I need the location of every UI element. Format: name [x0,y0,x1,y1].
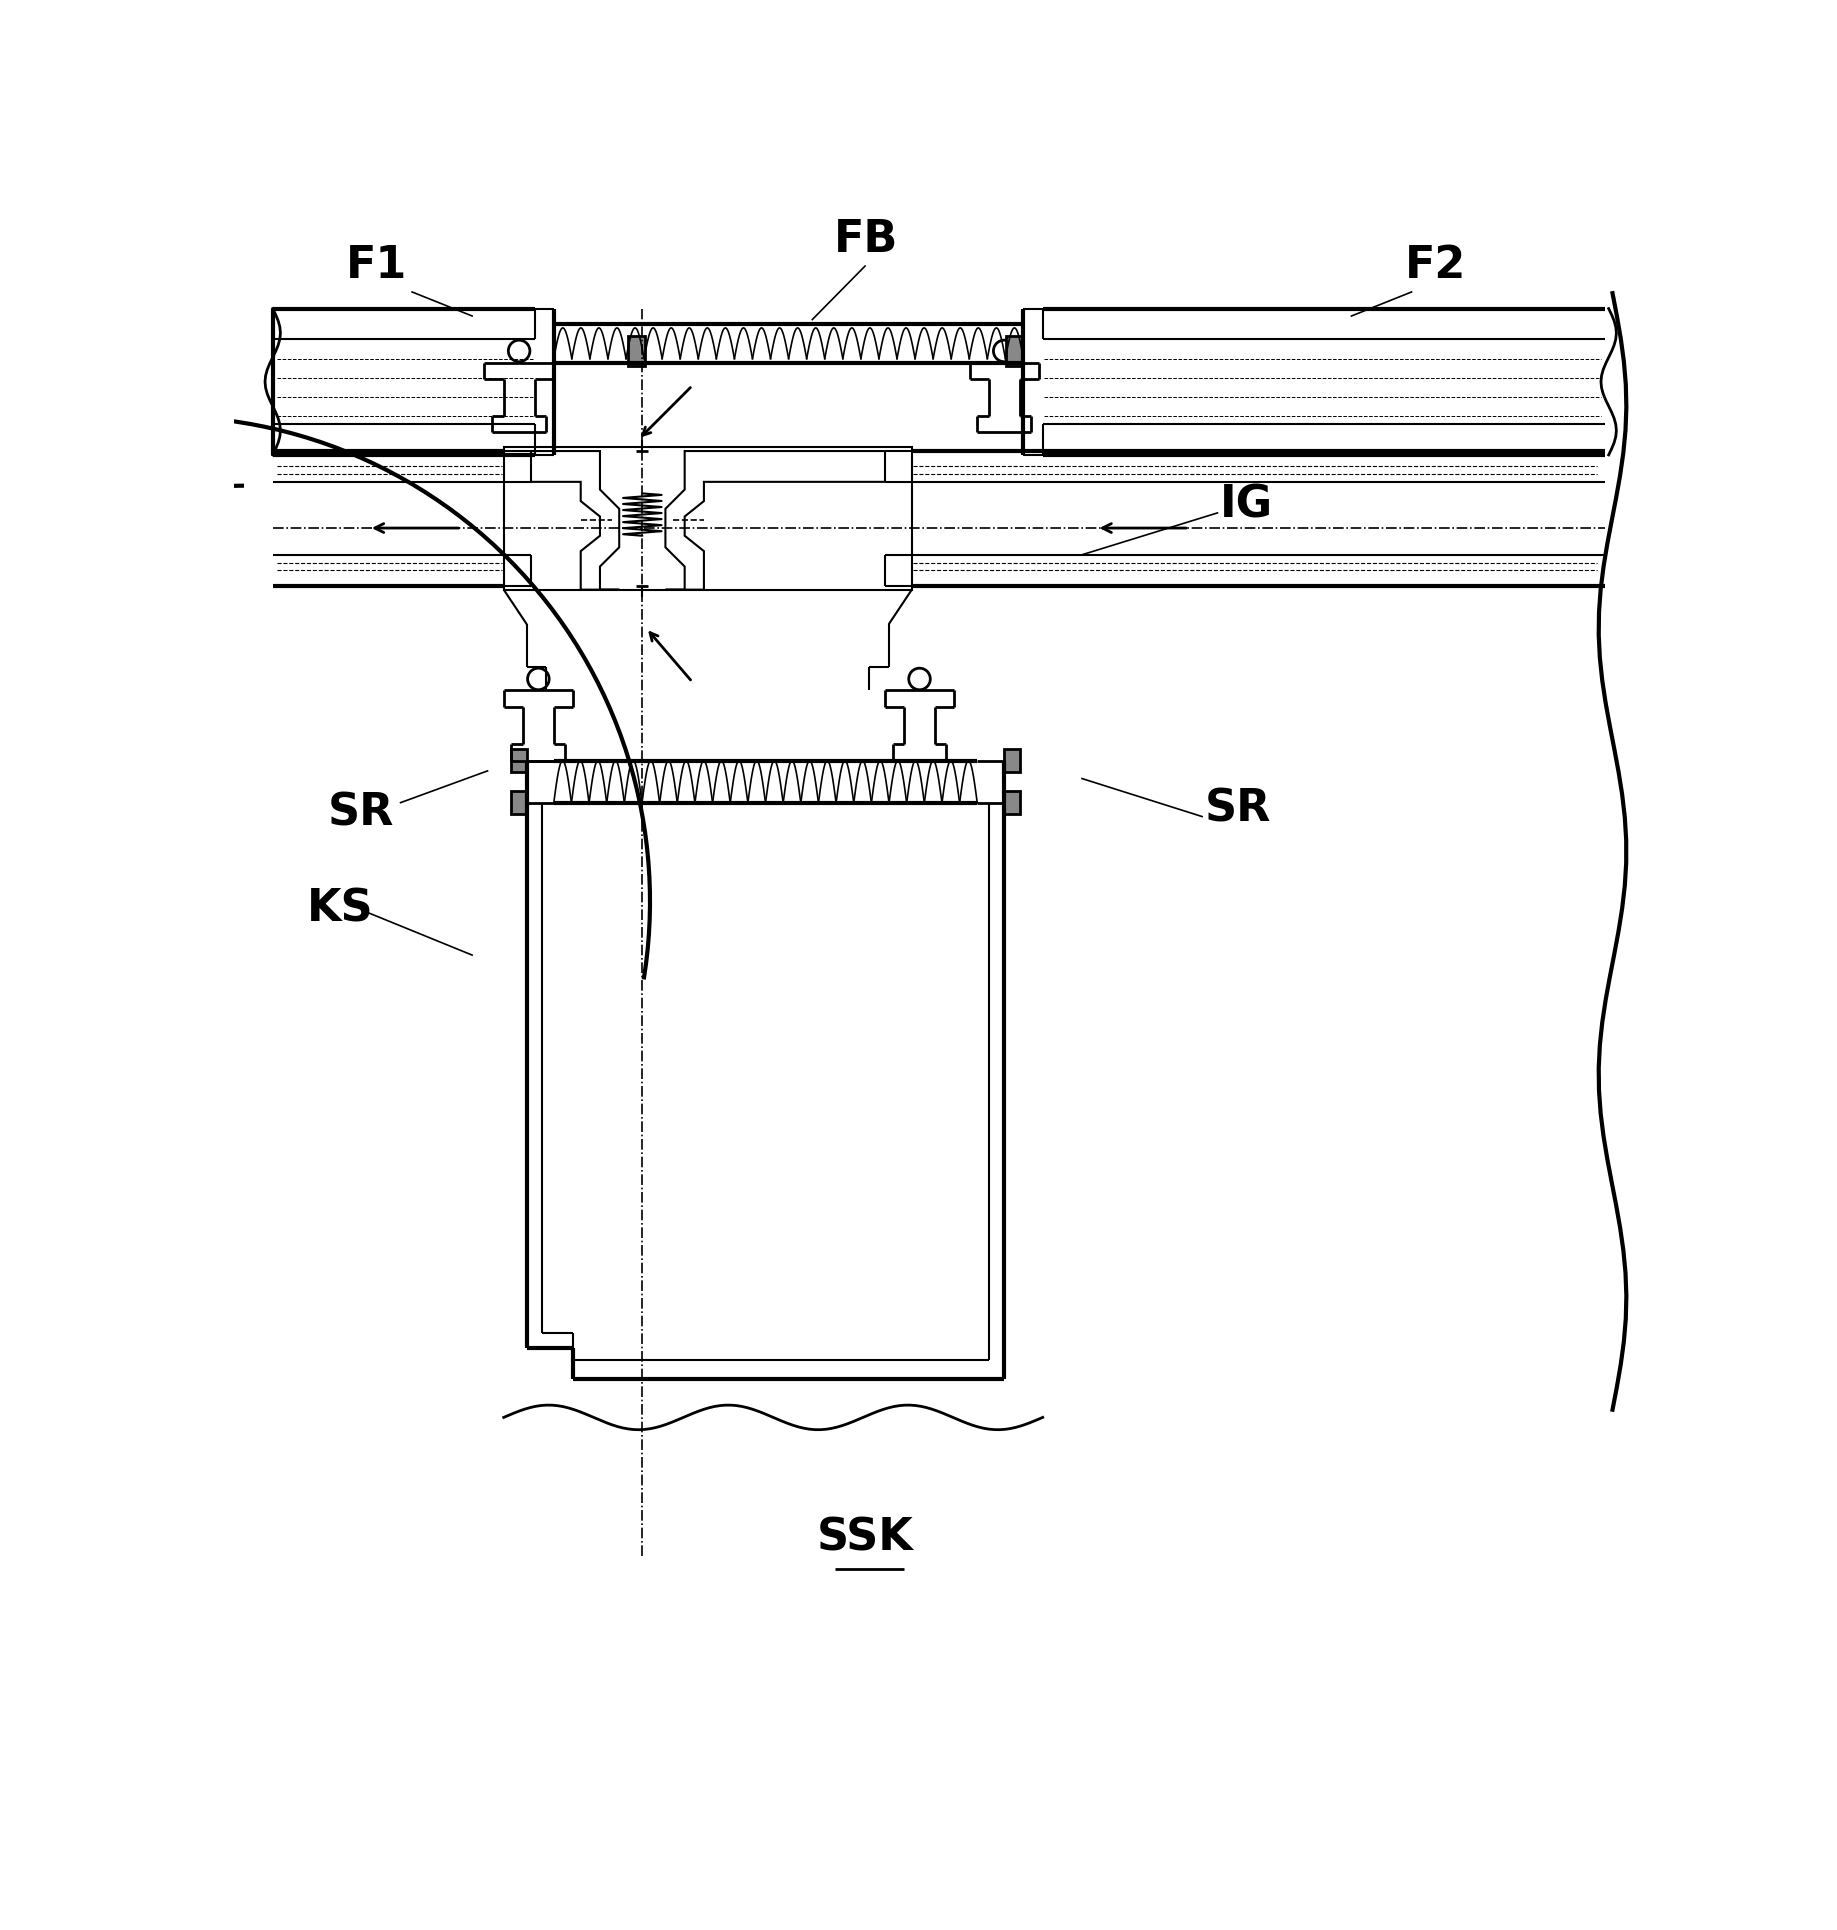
Text: F1: F1 [345,243,408,288]
Bar [1005,749,1020,772]
Bar [511,791,527,814]
Bar [628,336,645,367]
Bar [503,448,911,591]
Circle shape [509,340,529,361]
Text: FB: FB [834,218,898,261]
Bar [1007,336,1023,367]
Text: SR: SR [1205,787,1271,830]
Text: SSK: SSK [817,1517,915,1559]
Bar [1005,791,1020,814]
Text: KS: KS [307,888,373,930]
Text: SR: SR [329,791,395,834]
Circle shape [909,668,930,689]
Circle shape [994,340,1016,361]
Text: F2: F2 [1405,243,1466,288]
Bar [511,749,527,772]
Circle shape [527,668,549,689]
Text: IG: IG [1220,482,1273,527]
